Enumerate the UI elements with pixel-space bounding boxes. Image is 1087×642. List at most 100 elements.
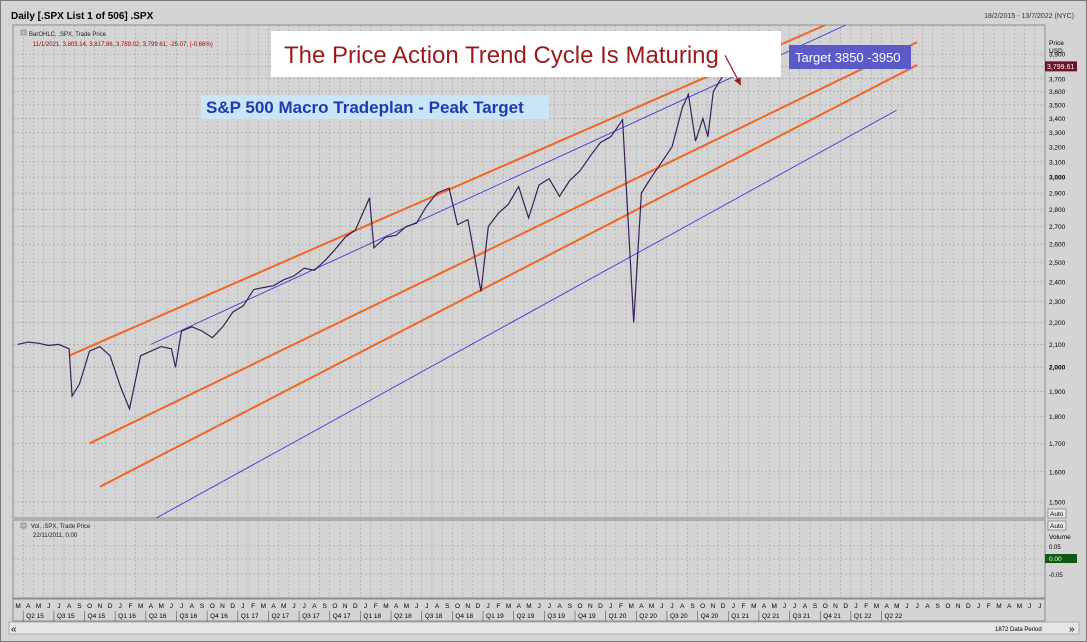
x-month-label: O bbox=[87, 603, 92, 610]
y-tick-label: 3,500 bbox=[1049, 102, 1066, 109]
x-month-label: D bbox=[721, 603, 726, 610]
x-quarter-label: Q1 21 bbox=[731, 613, 749, 620]
x-month-label: M bbox=[15, 603, 20, 610]
x-month-label: J bbox=[241, 603, 244, 610]
y-tick-label: 2,100 bbox=[1049, 342, 1066, 349]
x-month-label: J bbox=[47, 603, 50, 610]
x-month-label: A bbox=[517, 603, 522, 610]
x-month-label: N bbox=[97, 603, 102, 610]
x-quarter-label: Q3 17 bbox=[302, 613, 320, 620]
volume-axis-title: Volume bbox=[1049, 534, 1071, 541]
x-quarter-label: Q4 20 bbox=[701, 613, 719, 620]
x-month-label: F bbox=[864, 603, 868, 610]
x-month-label: J bbox=[905, 603, 908, 610]
x-quarter-label: Q1 17 bbox=[241, 613, 259, 620]
volume-grid bbox=[12, 520, 1046, 598]
y-tick-label: 1,500 bbox=[1049, 500, 1066, 507]
x-month-label: M bbox=[281, 603, 286, 610]
y-tick-label: 2,700 bbox=[1049, 224, 1066, 231]
y-tick-label: 1,900 bbox=[1049, 389, 1066, 396]
x-month-label: J bbox=[303, 603, 306, 610]
volume-auto-label: Auto bbox=[1050, 523, 1064, 530]
x-quarter-label: Q3 18 bbox=[425, 613, 443, 620]
x-month-label: J bbox=[57, 603, 60, 610]
x-month-label: F bbox=[987, 603, 991, 610]
x-month-label: J bbox=[1028, 603, 1031, 610]
y-tick-label: 3,700 bbox=[1049, 76, 1066, 83]
x-month-label: J bbox=[415, 603, 418, 610]
price-auto-button[interactable] bbox=[1047, 508, 1067, 519]
horizontal-scrollbar[interactable] bbox=[8, 621, 1080, 635]
channel-line-blue bbox=[155, 109, 897, 518]
x-month-label: F bbox=[496, 603, 500, 610]
x-month-label: J bbox=[793, 603, 796, 610]
x-quarter-label: Q4 16 bbox=[210, 613, 228, 620]
x-month-label: M bbox=[649, 603, 654, 610]
x-month-label: J bbox=[660, 603, 663, 610]
x-month-label: M bbox=[874, 603, 879, 610]
x-quarter-label: Q2 22 bbox=[885, 613, 903, 620]
x-quarter-label: Q2 17 bbox=[271, 613, 289, 620]
x-quarter-label: Q2 16 bbox=[149, 613, 167, 620]
x-month-label: N bbox=[220, 603, 225, 610]
x-month-label: A bbox=[803, 603, 808, 610]
x-month-label: A bbox=[271, 603, 276, 610]
x-month-label: M bbox=[383, 603, 388, 610]
x-month-label: M bbox=[996, 603, 1001, 610]
x-month-label: D bbox=[476, 603, 481, 610]
x-month-label: A bbox=[312, 603, 317, 610]
target-box bbox=[789, 45, 911, 69]
volume-legend-line1: Vol, .SPX, Trade Price bbox=[31, 524, 91, 530]
x-month-label: A bbox=[67, 603, 72, 610]
x-month-label: J bbox=[548, 603, 551, 610]
x-month-label: D bbox=[230, 603, 235, 610]
scroll-left-icon[interactable]: « bbox=[11, 624, 17, 635]
x-month-label: A bbox=[26, 603, 31, 610]
price-legend-line2: 11/1/2021, 3,803.14, 3,817.86, 3,789.02,… bbox=[33, 42, 213, 48]
x-month-label: J bbox=[609, 603, 612, 610]
y-tick-label: 3,000 bbox=[1049, 175, 1066, 182]
data-period-label: 1872 Data Period bbox=[995, 627, 1042, 633]
x-quarter-label: Q4 21 bbox=[823, 613, 841, 620]
volume-legend-line2: 22/11/2011, 0.00 bbox=[33, 533, 78, 539]
price-series-line bbox=[17, 62, 733, 411]
x-quarter-label: Q3 16 bbox=[179, 613, 197, 620]
date-range: 18/2/2015 - 13/7/2022 (NYC) bbox=[984, 13, 1074, 20]
x-month-label: J bbox=[538, 603, 541, 610]
y-tick-label: 3,200 bbox=[1049, 144, 1066, 151]
x-quarter-label: Q3 21 bbox=[793, 613, 811, 620]
x-month-label: A bbox=[149, 603, 154, 610]
channel-line-blue bbox=[150, 25, 847, 345]
x-quarter-label: Q1 22 bbox=[854, 613, 872, 620]
x-month-label: J bbox=[364, 603, 367, 610]
volume-legend-toggle-icon[interactable] bbox=[20, 522, 27, 529]
x-quarter-label: Q1 16 bbox=[118, 613, 136, 620]
x-quarter-label: Q3 20 bbox=[670, 613, 688, 620]
x-month-label: J bbox=[916, 603, 919, 610]
last-price-label: 3,799.61 bbox=[1047, 64, 1074, 71]
x-month-label: S bbox=[77, 603, 82, 610]
x-month-label: M bbox=[158, 603, 163, 610]
x-quarter-label: Q4 19 bbox=[578, 613, 596, 620]
x-month-label: N bbox=[833, 603, 838, 610]
target-arrow bbox=[724, 55, 742, 86]
scroll-right-icon[interactable]: » bbox=[1069, 624, 1075, 635]
price-auto-label: Auto bbox=[1050, 511, 1064, 518]
y-tick-label: 3,900 bbox=[1049, 52, 1066, 59]
volume-tick-bottom: -0.05 bbox=[1049, 573, 1063, 579]
x-quarter-label: Q1 20 bbox=[609, 613, 627, 620]
x-quarter-label: Q2 20 bbox=[639, 613, 657, 620]
x-quarter-label: Q2 18 bbox=[394, 613, 412, 620]
subtitle-box bbox=[201, 95, 549, 119]
x-month-label: S bbox=[568, 603, 573, 610]
x-month-label: A bbox=[680, 603, 685, 610]
volume-auto-button[interactable] bbox=[1047, 520, 1067, 531]
x-month-label: S bbox=[322, 603, 327, 610]
y-tick-label: 3,400 bbox=[1049, 116, 1066, 123]
x-month-label: O bbox=[210, 603, 215, 610]
x-axis-panel bbox=[12, 598, 1046, 622]
y-tick-label: 1,800 bbox=[1049, 414, 1066, 421]
y-axis: 1,500 1,600 1,700 1,800 1,900 2,000 2,100 2,200… bbox=[1049, 52, 1066, 507]
legend-toggle-icon[interactable] bbox=[20, 29, 27, 36]
